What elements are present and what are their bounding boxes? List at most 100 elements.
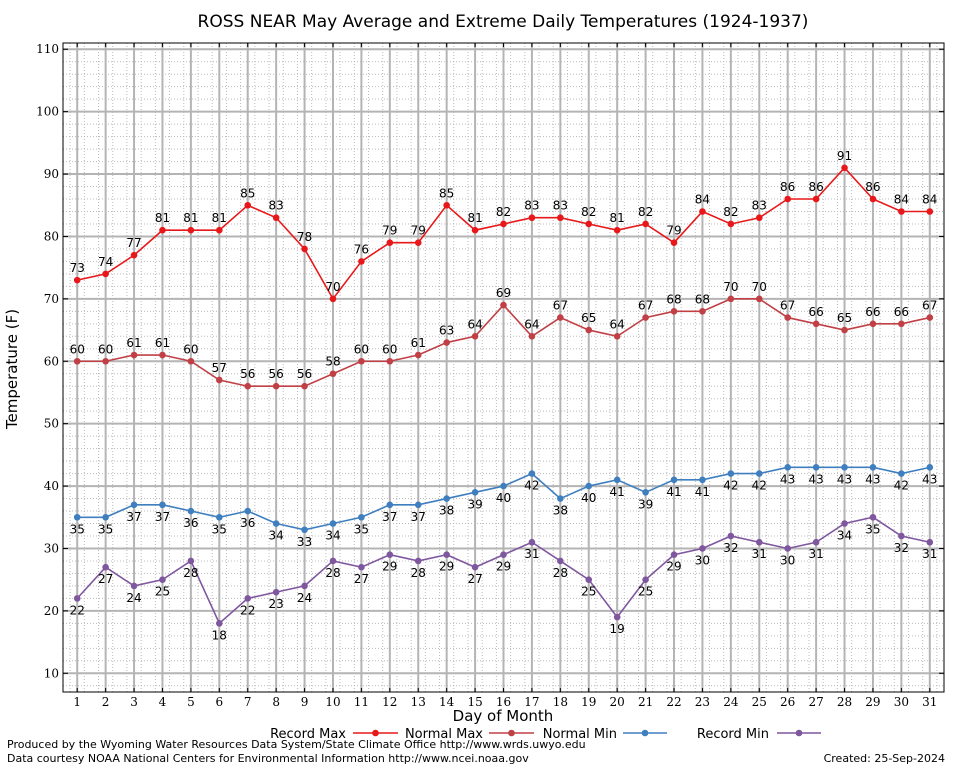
x-axis-title: Day of Month — [453, 707, 554, 725]
record-max-data-label: 86 — [865, 180, 880, 194]
record-max-point — [699, 208, 706, 215]
record-min-point — [727, 532, 735, 540]
normal-max-data-label: 64 — [524, 317, 539, 331]
normal-max-point — [613, 332, 621, 340]
normal-min-data-label: 36 — [183, 516, 198, 530]
record-max-data-label: 84 — [922, 192, 937, 206]
normal-max-point — [130, 351, 138, 359]
record-min-point — [471, 563, 479, 571]
normal-min-point — [727, 470, 735, 477]
record-max-point — [386, 239, 394, 246]
normal-min-data-label: 43 — [837, 472, 852, 486]
record-min-point — [755, 538, 763, 546]
grid — [63, 43, 944, 692]
normal-max-point — [898, 320, 905, 328]
record-max-point — [812, 195, 820, 203]
normal-min-point — [443, 495, 450, 502]
normal-min-data-label: 37 — [126, 510, 141, 524]
normal-max-point — [755, 295, 763, 303]
record-max-data-label: 78 — [297, 230, 312, 244]
y-tick-label: 10 — [44, 666, 59, 680]
x-tick-label: 13 — [411, 695, 426, 709]
x-tick-label: 28 — [837, 695, 852, 709]
record-max-data-label: 83 — [524, 199, 539, 213]
normal-min-point — [755, 470, 763, 477]
record-max-point — [358, 258, 365, 265]
record-max-data-label: 82 — [496, 205, 511, 219]
record-max-point — [670, 239, 678, 246]
normal-min-point — [812, 464, 820, 471]
normal-min-point — [585, 482, 593, 490]
record-max-data-label: 76 — [354, 242, 369, 256]
y-tick-label: 90 — [44, 167, 59, 181]
record-max-data-label: 81 — [467, 211, 482, 225]
y-tick-label: 110 — [36, 42, 59, 56]
x-tick-label: 9 — [301, 695, 309, 709]
record-min-data-label: 31 — [922, 547, 937, 561]
normal-max-point — [358, 357, 365, 365]
record-min-point — [301, 582, 308, 590]
x-tick-label: 31 — [922, 695, 937, 709]
record-max-point — [301, 245, 308, 253]
normal-min-point — [386, 501, 394, 509]
normal-min-data-label: 34 — [269, 529, 284, 543]
record-min-point — [898, 532, 905, 540]
normal-max-point — [244, 382, 252, 390]
normal-max-data-label: 61 — [126, 336, 141, 350]
record-max-point — [585, 220, 593, 228]
normal-max-data-label: 60 — [354, 342, 369, 356]
normal-max-data-label: 61 — [155, 336, 170, 350]
normal-max-data-label: 70 — [723, 280, 738, 294]
record-min-point — [159, 576, 166, 583]
y-tick-label: 80 — [44, 229, 59, 243]
normal-max-data-label: 67 — [553, 299, 568, 313]
record-min-point — [926, 538, 934, 546]
normal-min-data-label: 37 — [155, 510, 170, 524]
x-tick-label: 15 — [467, 695, 482, 709]
record-max-point — [613, 226, 621, 234]
normal-max-data-label: 56 — [240, 367, 255, 381]
normal-max-point — [500, 301, 507, 309]
record-max-data-label: 73 — [70, 261, 85, 275]
record-min-point — [812, 538, 820, 546]
x-tick-label: 3 — [130, 695, 138, 709]
normal-min-point — [841, 464, 848, 471]
normal-min-point — [869, 464, 877, 471]
normal-max-point — [557, 314, 564, 321]
normal-max-data-label: 65 — [581, 311, 596, 325]
normal-min-point — [471, 489, 479, 496]
normal-max-data-label: 67 — [780, 299, 795, 313]
normal-max-data-label: 56 — [269, 367, 284, 381]
x-tick-label: 14 — [439, 695, 455, 709]
normal-max-point — [812, 320, 820, 328]
y-axis-title: Temperature (F) — [3, 309, 21, 430]
record-max-data-label: 81 — [212, 211, 227, 225]
record-max-point — [102, 270, 109, 278]
normal-min-data-label: 37 — [382, 510, 397, 524]
chart-title: ROSS NEAR May Average and Extreme Daily … — [198, 12, 809, 32]
record-max-point — [471, 226, 479, 234]
record-min-data-label: 24 — [297, 591, 312, 605]
normal-min-point — [216, 513, 223, 521]
record-max-point — [926, 208, 934, 215]
record-max-data-label: 86 — [808, 180, 823, 194]
x-tick-label: 6 — [215, 695, 223, 709]
y-tick-label: 40 — [44, 479, 59, 493]
record-min-point — [528, 538, 536, 546]
normal-max-point — [102, 357, 109, 365]
record-max-point — [130, 251, 138, 259]
record-max-point — [187, 226, 195, 234]
record-min-data-label: 25 — [155, 585, 170, 599]
normal-min-data-label: 41 — [695, 485, 710, 499]
record-min-point — [841, 520, 848, 527]
record-min-data-label: 22 — [70, 603, 85, 617]
record-max-data-label: 85 — [439, 186, 454, 200]
normal-min-data-label: 43 — [922, 472, 937, 486]
record-min-point — [585, 576, 593, 583]
record-max-point — [642, 220, 649, 228]
record-max-data-label: 83 — [752, 199, 767, 213]
legend: Record Max Normal Max Normal Min Record Min — [270, 727, 821, 742]
x-tick-label: 19 — [581, 695, 596, 709]
normal-min-point — [500, 482, 507, 490]
